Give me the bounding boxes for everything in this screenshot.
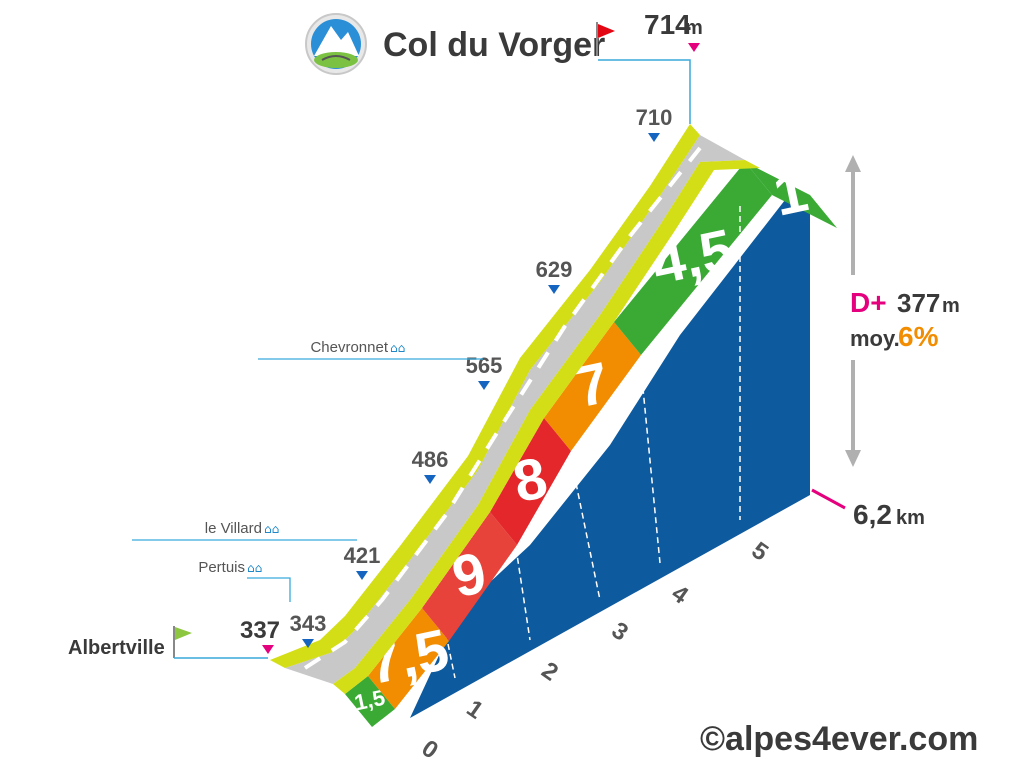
segment-1 — [368, 608, 449, 709]
x-tick-label: 2 — [537, 657, 563, 687]
average-gradient: 6% — [898, 321, 939, 352]
x-tick-label: 1 — [462, 695, 488, 725]
altitude-marker — [424, 475, 436, 484]
red-flag-icon — [596, 22, 615, 56]
place-label: le Villard — [205, 520, 262, 537]
summit-leader-line — [598, 59, 691, 124]
credit: ©alpes4ever.com — [700, 720, 978, 758]
altitude-marker — [648, 133, 660, 142]
km-line-2 — [515, 547, 531, 641]
km-line-3 — [569, 453, 601, 601]
start-altitude-label: 337 — [240, 617, 280, 644]
chart-title: Col du Vorger — [383, 26, 605, 64]
road-edge-left — [270, 124, 700, 668]
altitude-label: 565 — [466, 353, 503, 378]
segment-0 — [345, 676, 395, 727]
x-tick-label: 5 — [747, 537, 773, 567]
segment-2 — [422, 512, 517, 641]
elevation-gain-value: 377 — [897, 288, 940, 318]
road-edge-right — [333, 160, 760, 694]
elevation-gain-label: D+ — [850, 287, 887, 318]
altitude-label: 710 — [636, 105, 673, 130]
average-label: moy. — [850, 326, 900, 351]
distance-value: 6,2 — [853, 499, 892, 530]
altitude-marker — [478, 381, 490, 390]
altitude-label: 343 — [290, 611, 327, 636]
segment-5 — [614, 162, 772, 355]
summit-unit: m — [685, 17, 703, 39]
altitude-markers: 343 421 486 565 629 710 337 — [240, 105, 672, 654]
km-line-1 — [447, 643, 456, 679]
altitude-label: 421 — [344, 543, 381, 568]
places: Pertuis ⌂⌂le Villard ⌂⌂Chevronnet ⌂⌂ — [132, 339, 483, 602]
start-label: Albertville — [68, 637, 165, 659]
segment-3 — [490, 418, 571, 545]
elevation-gain-unit: m — [942, 295, 960, 317]
start-altitude-marker — [262, 645, 274, 654]
altitude-marker — [356, 571, 368, 580]
place-label: Chevronnet — [310, 339, 388, 356]
summit-altitude: 714 — [644, 9, 691, 40]
house-icon: ⌂⌂ — [247, 561, 262, 575]
road-centre-line — [303, 146, 702, 670]
altitude-label: 486 — [412, 447, 449, 472]
place-leader-line — [247, 577, 291, 602]
altitude-marker — [302, 639, 314, 648]
house-icon: ⌂⌂ — [264, 522, 279, 536]
height-arrow-icon — [845, 155, 861, 467]
segment-4 — [544, 322, 641, 451]
mountain-logo-icon — [305, 13, 367, 75]
profile-body — [410, 195, 810, 718]
x-tick-label: 0 — [417, 735, 443, 765]
segment-6 — [745, 162, 837, 228]
x-tick-label: 4 — [667, 580, 694, 610]
road-surface — [285, 135, 745, 684]
place-label: Pertuis — [198, 559, 245, 576]
distance-pointer — [811, 488, 846, 510]
green-flag-icon — [173, 626, 192, 658]
altitude-marker — [548, 285, 560, 294]
x-tick-label: 3 — [607, 617, 633, 647]
km-line-4 — [639, 357, 661, 564]
km-grid-lines — [447, 206, 741, 679]
house-icon: ⌂⌂ — [390, 341, 405, 355]
distance-unit: km — [896, 507, 925, 529]
altitude-label: 629 — [536, 257, 573, 282]
summit-marker — [688, 43, 700, 52]
